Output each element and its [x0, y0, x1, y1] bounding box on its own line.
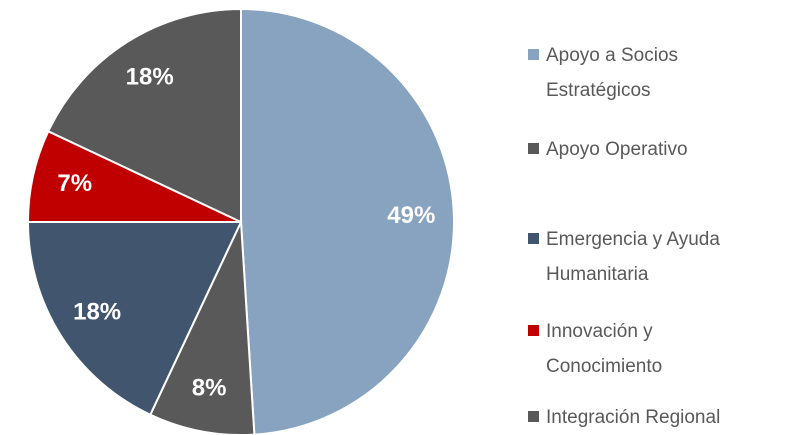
pie: 49% 8% 18% 7% 18%	[26, 7, 455, 435]
data-label: 7%	[57, 170, 92, 197]
legend-entry: Apoyo Operativo	[528, 132, 768, 167]
legend-swatch	[528, 49, 539, 60]
legend-label: Apoyo a Socios Estratégicos	[546, 45, 679, 101]
legend-entry: Apoyo a Socios Estratégicos	[528, 38, 768, 108]
legend-swatch	[528, 143, 539, 154]
legend-entry: Innovación y Conocimiento	[528, 314, 768, 384]
pie-slice	[26, 221, 243, 417]
data-label: 8%	[192, 375, 227, 402]
pie-slice	[240, 7, 455, 435]
pie-slice	[46, 7, 242, 224]
legend-swatch	[528, 233, 539, 244]
legend-label: Integración Regional	[546, 407, 721, 428]
data-label: 18%	[126, 63, 174, 90]
legend-swatch	[528, 325, 539, 336]
legend-label: Apoyo Operativo	[546, 139, 688, 160]
legend-entry: Emergencia y Ayuda Humanitaria	[528, 222, 768, 292]
legend-swatch	[528, 411, 539, 422]
legend-entry: Integración Regional	[528, 400, 768, 435]
legend-label: Emergencia y Ayuda Humanitaria	[546, 229, 720, 285]
legend-label: Innovación y Conocimiento	[546, 321, 663, 377]
data-label: 18%	[73, 299, 121, 326]
data-label: 49%	[387, 202, 435, 229]
